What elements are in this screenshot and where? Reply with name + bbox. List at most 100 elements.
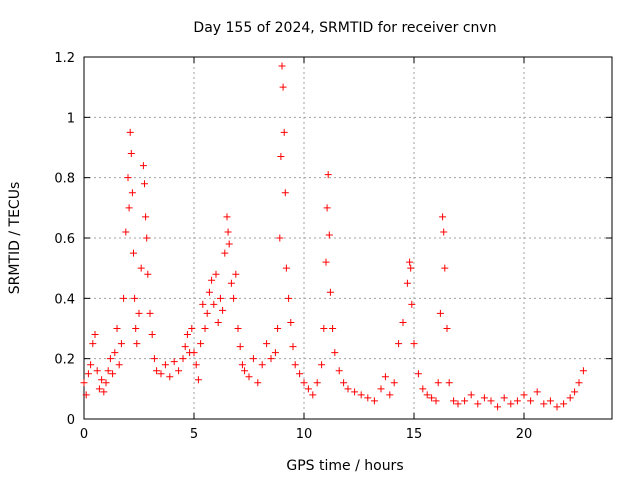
data-point xyxy=(263,340,271,348)
data-point xyxy=(216,294,224,302)
data-point xyxy=(271,349,279,357)
data-point xyxy=(230,294,238,302)
data-point xyxy=(432,397,440,405)
data-point xyxy=(480,394,488,402)
data-point xyxy=(205,288,213,296)
data-point xyxy=(494,403,502,411)
data-point xyxy=(304,385,312,393)
data-point xyxy=(461,397,469,405)
data-point xyxy=(450,397,458,405)
data-point xyxy=(245,373,253,381)
data-point xyxy=(139,162,147,170)
y-tick-label: 0.4 xyxy=(54,292,75,307)
data-point xyxy=(188,325,196,332)
data-point xyxy=(95,385,103,393)
data-point xyxy=(210,300,218,308)
data-point xyxy=(203,309,211,317)
data-point xyxy=(513,397,521,405)
data-point xyxy=(113,325,121,332)
data-point xyxy=(130,249,137,257)
data-point xyxy=(142,213,150,221)
data-point xyxy=(377,385,385,393)
data-point xyxy=(323,204,331,212)
data-point xyxy=(254,379,262,387)
data-point xyxy=(143,234,151,242)
data-point xyxy=(436,309,444,317)
data-point xyxy=(408,300,416,308)
data-point xyxy=(399,318,407,326)
data-point xyxy=(390,379,398,387)
data-point xyxy=(161,361,169,369)
data-point xyxy=(109,370,117,378)
data-point xyxy=(179,355,187,363)
data-point xyxy=(546,397,554,405)
data-point xyxy=(224,228,232,236)
data-point xyxy=(309,391,317,399)
data-point xyxy=(82,391,90,399)
data-point xyxy=(133,340,141,348)
data-point xyxy=(132,325,140,332)
data-point xyxy=(287,318,295,326)
data-point xyxy=(407,264,415,272)
y-tick-label: 1 xyxy=(67,111,75,126)
data-point xyxy=(234,325,242,332)
data-point xyxy=(575,379,583,387)
data-point xyxy=(258,361,266,369)
data-point xyxy=(192,361,200,369)
data-point xyxy=(124,174,132,182)
data-point xyxy=(128,189,136,197)
data-point xyxy=(571,388,579,396)
data-point xyxy=(325,231,333,239)
data-point xyxy=(120,294,128,302)
data-point xyxy=(87,361,95,369)
data-point xyxy=(344,385,352,393)
data-point xyxy=(214,318,222,326)
data-point xyxy=(80,379,88,387)
data-point xyxy=(467,391,475,399)
data-point xyxy=(403,279,411,287)
data-point xyxy=(102,379,110,387)
data-point xyxy=(282,264,290,272)
y-axis-label: SRMTID / TECUs xyxy=(7,182,23,295)
data-point xyxy=(278,62,286,70)
data-point xyxy=(131,294,139,302)
data-point xyxy=(324,171,332,179)
data-point xyxy=(439,213,447,221)
data-point xyxy=(445,379,453,387)
data-point xyxy=(98,376,106,384)
data-point xyxy=(144,270,152,278)
data-point xyxy=(364,394,372,402)
data-point xyxy=(300,379,308,387)
data-point xyxy=(335,367,343,375)
y-tick-label: 0.8 xyxy=(54,172,75,187)
data-point xyxy=(386,391,394,399)
data-point xyxy=(201,325,209,332)
data-point xyxy=(296,370,304,378)
x-axis-label: GPS time / hours xyxy=(286,458,403,474)
data-point xyxy=(289,343,297,351)
x-tick-label: 10 xyxy=(296,427,313,442)
data-point xyxy=(93,367,101,375)
data-point xyxy=(241,367,249,375)
data-point xyxy=(500,394,508,402)
data-point xyxy=(291,361,299,369)
data-point xyxy=(419,385,427,393)
data-point xyxy=(223,213,231,221)
data-point xyxy=(212,270,220,278)
data-point xyxy=(127,150,135,158)
data-point xyxy=(89,340,97,348)
data-point xyxy=(106,355,114,363)
data-point xyxy=(507,400,515,408)
data-point xyxy=(520,391,528,399)
data-point xyxy=(190,349,198,357)
data-point xyxy=(434,379,442,387)
data-point xyxy=(428,394,436,402)
data-point xyxy=(146,309,154,317)
data-point xyxy=(249,355,257,363)
data-point xyxy=(279,83,287,91)
data-point xyxy=(395,340,403,348)
data-point xyxy=(276,234,284,242)
data-point xyxy=(148,331,156,339)
data-point xyxy=(351,388,359,396)
grid xyxy=(84,57,612,419)
